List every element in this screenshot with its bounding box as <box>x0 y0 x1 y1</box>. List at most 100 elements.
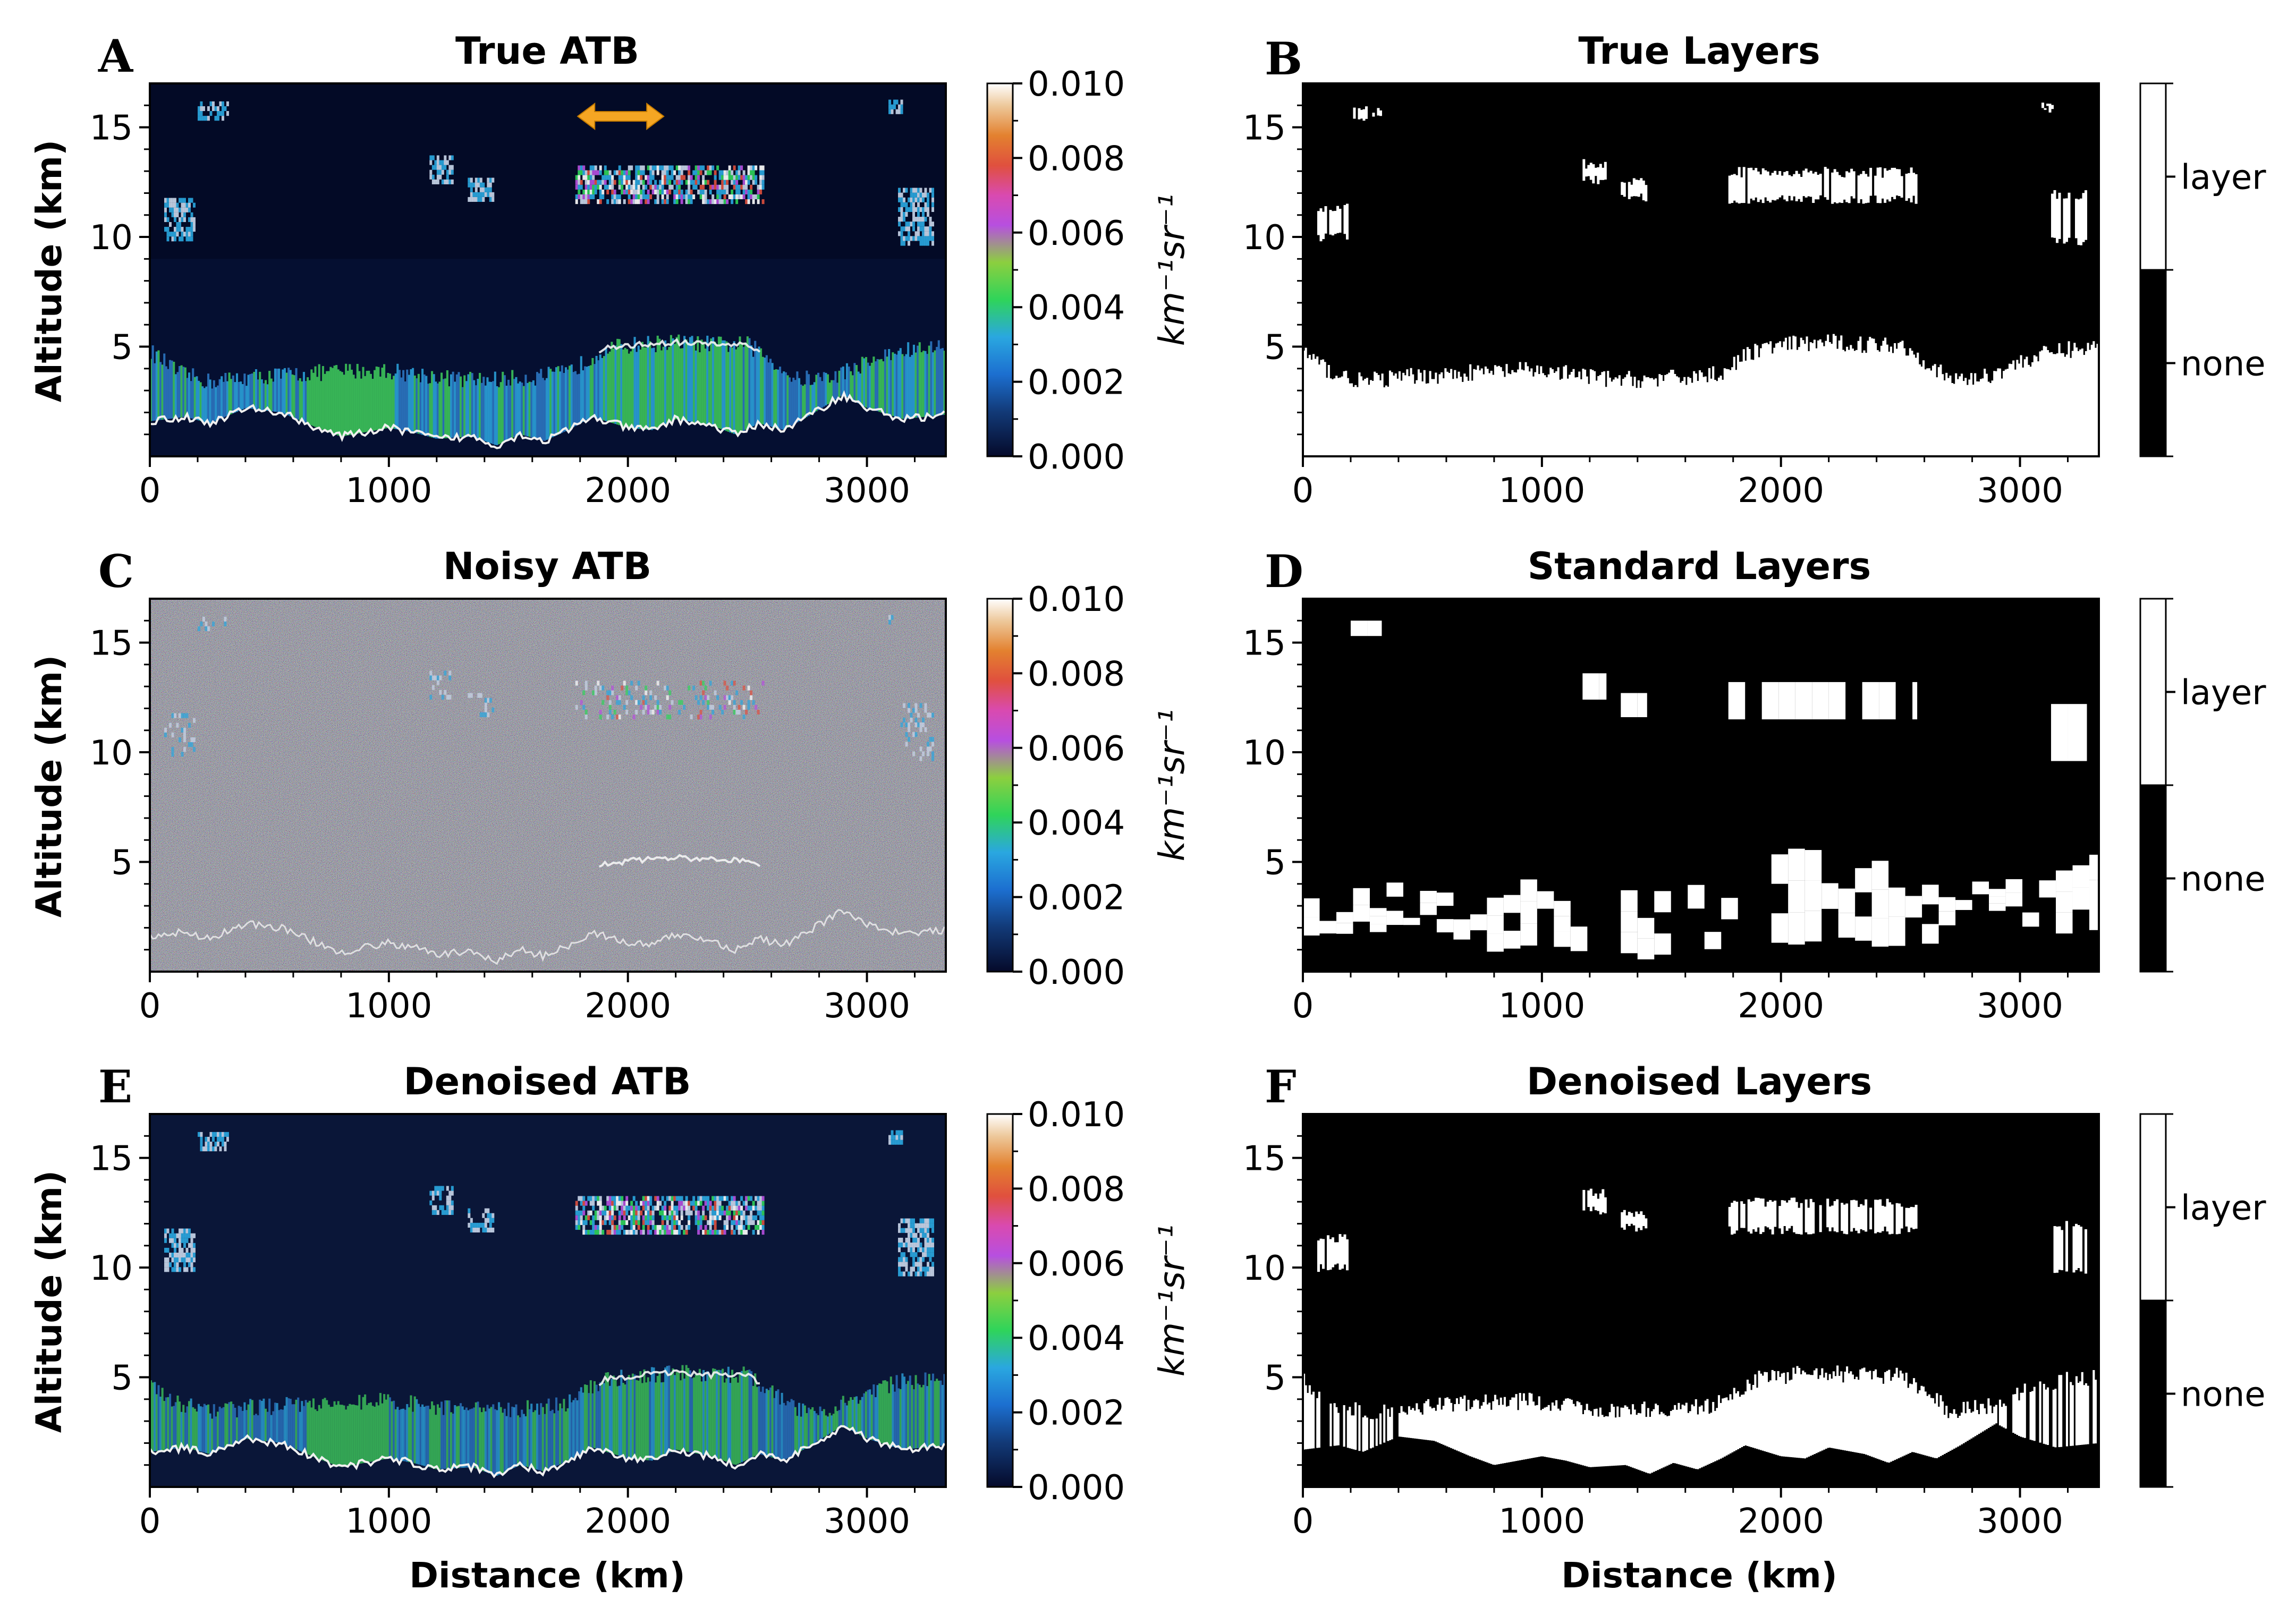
layer-cloud-column <box>2065 198 2069 242</box>
cloud-pixel <box>178 1257 181 1263</box>
cloud-pixel <box>618 184 621 190</box>
boundary-layer-column <box>226 381 229 416</box>
cloud-pixel <box>630 1205 633 1211</box>
cloud-pixel <box>908 1247 911 1253</box>
cloud-pixel <box>178 1247 181 1253</box>
layer-column <box>1607 1416 1609 1466</box>
boundary-layer-column <box>815 375 818 412</box>
cloud-pixel <box>599 194 602 200</box>
cloud-pixel <box>168 1233 172 1238</box>
cloud-pixel <box>214 116 217 121</box>
cloud-pixel <box>429 169 433 175</box>
layer-column <box>1530 1393 1533 1458</box>
cloud-pixel <box>475 177 478 183</box>
cloud-pixel <box>224 1132 227 1137</box>
cloud-pixel <box>728 1210 731 1215</box>
layer-cloud-column <box>1845 171 1849 202</box>
cloud-pixel <box>637 180 640 185</box>
cloud-pixel <box>759 1215 762 1220</box>
layer-cell <box>1386 911 1403 925</box>
boundary-layer-column <box>893 353 896 417</box>
cloud-pixel <box>166 1228 170 1234</box>
layer-column <box>1697 381 1699 456</box>
boundary-layer-column <box>722 340 724 430</box>
layer-column <box>2071 351 2074 456</box>
layer-column <box>1934 364 1936 456</box>
layer-cell <box>1972 881 1989 895</box>
boundary-layer-column <box>452 1414 454 1469</box>
cloud-pixel <box>718 1215 722 1220</box>
layer-column <box>1591 1416 1594 1467</box>
x-tick-label: 1000 <box>1498 987 1585 1026</box>
cloud-pixel <box>697 1220 700 1225</box>
boundary-layer-column <box>457 372 460 438</box>
boundary-layer-column <box>936 346 938 416</box>
boundary-layer-column <box>190 381 192 419</box>
cloud-pixel <box>709 1201 712 1206</box>
cloud-pixel <box>628 165 631 171</box>
boundary-layer-column <box>582 370 584 422</box>
layer-column <box>1691 1404 1693 1468</box>
x-tick-label: 2000 <box>584 987 671 1026</box>
x-tick-label: 1000 <box>345 471 432 511</box>
cloud-pixel <box>604 165 607 171</box>
boundary-layer-column <box>557 366 560 435</box>
layer-cloud-column <box>1881 1205 1884 1231</box>
boundary-layer-column <box>813 382 816 413</box>
boundary-layer-column <box>783 1402 785 1460</box>
cloud-pixel <box>649 695 653 700</box>
cloud-pixel <box>671 1210 674 1215</box>
layer-column <box>1867 1372 1869 1456</box>
cloud-pixel <box>919 1262 922 1267</box>
layer-column <box>1423 370 1426 456</box>
boundary-layer-column <box>889 360 892 415</box>
cloud-pixel <box>592 194 595 200</box>
cloud-pixel <box>912 1266 916 1272</box>
layer-column <box>1769 1380 1772 1453</box>
cloud-pixel <box>468 182 471 188</box>
boundary-layer-column <box>460 1403 462 1468</box>
boundary-layer-column <box>352 1404 355 1465</box>
cloud-pixel <box>188 1252 191 1258</box>
cloud-pixel <box>224 1142 227 1147</box>
layer-column <box>2035 356 2038 456</box>
boundary-layer-column <box>746 336 749 429</box>
boundary-layer-column <box>396 363 399 430</box>
layer-cloud-column <box>1793 1197 1796 1232</box>
boundary-layer-column <box>262 383 265 411</box>
cloud-pixel <box>616 1201 619 1206</box>
cloud-pixel <box>183 732 186 737</box>
cloud-pixel <box>929 1271 932 1277</box>
cloud-pixel <box>914 1262 918 1267</box>
layer-column <box>1976 381 1978 456</box>
cloud-pixel <box>702 184 705 190</box>
cloud-pixel <box>190 1238 193 1243</box>
boundary-layer-column <box>503 1408 506 1473</box>
boundary-layer-column <box>828 382 831 403</box>
cloud-pixel <box>173 217 176 222</box>
cloud-pixel <box>192 222 196 227</box>
cloud-pixel <box>924 1218 927 1223</box>
boundary-layer-column <box>314 1409 317 1458</box>
layer-column <box>1527 366 1529 456</box>
layer-column <box>1416 380 1418 456</box>
layer-column <box>1972 385 1975 456</box>
panel-title-e: Denoised ATB <box>404 1060 691 1103</box>
boundary-layer-column <box>484 1411 487 1472</box>
layer-column <box>1756 345 1759 456</box>
cloud-pixel <box>608 1230 612 1235</box>
cloud-pixel <box>613 199 616 205</box>
boundary-layer-column <box>716 1370 718 1458</box>
cloud-pixel <box>927 1252 930 1257</box>
layer-column <box>1951 1414 1954 1450</box>
cloud-pixel <box>728 1215 731 1220</box>
layer-column <box>1754 1374 1757 1449</box>
cloud-pixel <box>582 199 586 205</box>
layer-column <box>1819 1375 1821 1452</box>
cloud-pixel <box>910 207 913 212</box>
layer-column <box>1444 1398 1447 1446</box>
layer-cloud-column <box>1800 1203 1803 1235</box>
layer-column <box>2022 1392 2024 1438</box>
layer-cloud-column <box>1582 1189 1586 1211</box>
cloud-pixel <box>645 685 648 691</box>
